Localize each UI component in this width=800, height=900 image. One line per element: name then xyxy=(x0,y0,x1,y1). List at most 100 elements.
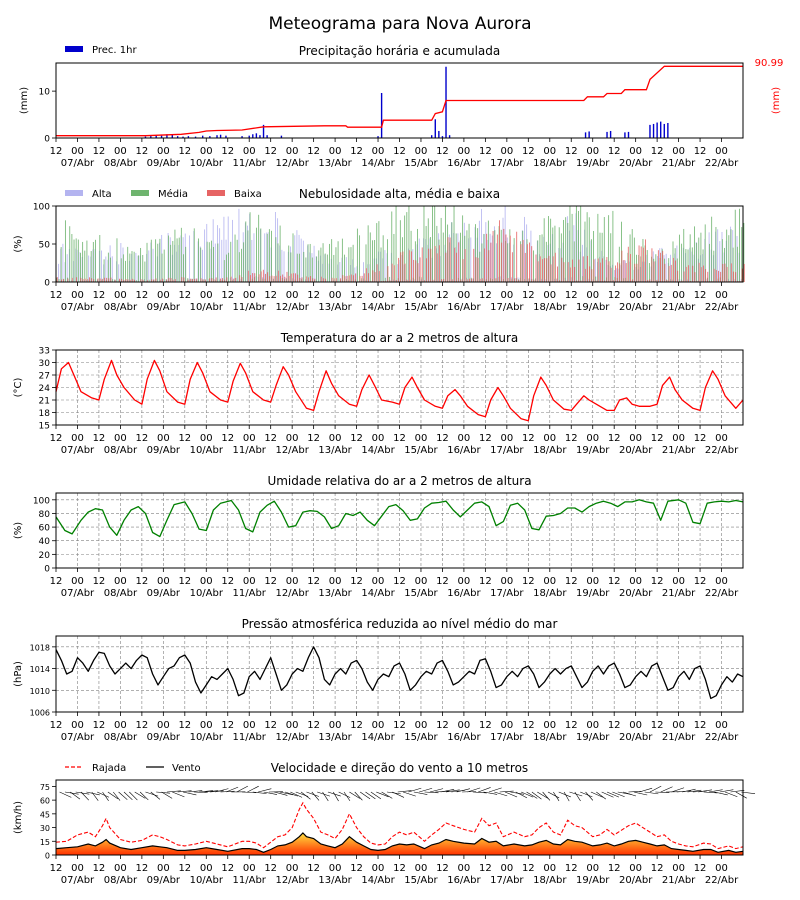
cloud-bar-baixa xyxy=(722,263,724,282)
cloud-bar-média xyxy=(193,228,195,282)
x-tick-label: 00 xyxy=(71,576,84,587)
cloud-bar-baixa xyxy=(567,262,569,282)
wind-direction-arrow xyxy=(274,791,288,796)
x-tick-label: 12 xyxy=(50,433,63,444)
wind-direction-arrow xyxy=(150,791,161,800)
x-tick-label: 12 xyxy=(136,863,149,874)
cloud-bar-média xyxy=(116,238,118,282)
cloud-bar-média xyxy=(513,238,515,282)
x-tick-label: 12 xyxy=(565,146,578,157)
x-tick-label: 00 xyxy=(243,863,256,874)
cloud-bar-baixa xyxy=(694,272,696,282)
cloud-bar-média xyxy=(721,239,723,282)
cloud-bar-baixa xyxy=(698,262,700,282)
day-label: 10/Abr xyxy=(190,588,224,599)
cloud-bar-média xyxy=(374,240,376,282)
cloud-bar-baixa xyxy=(119,278,120,282)
cloud-bar-baixa xyxy=(365,268,367,282)
x-tick-label: 12 xyxy=(264,146,277,157)
cloud-bar-baixa xyxy=(578,259,580,282)
cloud-bar-média xyxy=(236,239,238,282)
cloud-bar-alta xyxy=(345,257,347,282)
cloud-bar-baixa xyxy=(718,270,719,282)
cloud-bar-baixa xyxy=(183,277,185,282)
x-tick-label: 00 xyxy=(458,863,471,874)
cloud-bar-média xyxy=(180,227,182,282)
day-label: 22/Abr xyxy=(705,588,739,599)
cloud-bar-média xyxy=(646,250,648,282)
cloud-bar-baixa xyxy=(387,266,389,282)
cloud-bar-média xyxy=(371,240,373,282)
x-tick-label: 00 xyxy=(329,290,342,301)
x-tick-label: 00 xyxy=(543,576,556,587)
day-label: 09/Abr xyxy=(147,445,181,456)
cloud-bar-média xyxy=(198,238,199,282)
wind-direction-arrow xyxy=(145,791,159,797)
x-tick-label: 12 xyxy=(479,863,492,874)
cloud-bar-baixa xyxy=(404,263,406,282)
cloud-bar-média xyxy=(228,252,230,282)
cloud-bar-baixa xyxy=(664,263,666,282)
cloud-bar-média xyxy=(567,222,569,282)
cloud-bar-média xyxy=(183,254,184,282)
cloud-bar-média xyxy=(608,215,610,282)
wind-direction-arrow xyxy=(381,791,393,799)
wind-direction-arrow xyxy=(408,787,422,793)
cloud-bar-média xyxy=(333,254,335,282)
day-label: 08/Abr xyxy=(104,445,138,456)
x-tick-label: 12 xyxy=(608,433,621,444)
precip-bar xyxy=(160,135,163,138)
cloud-bar-baixa xyxy=(323,278,324,282)
x-tick-label: 12 xyxy=(651,576,664,587)
x-tick-label: 00 xyxy=(114,576,127,587)
cloud-bar-média xyxy=(700,232,702,282)
cloud-bar-baixa xyxy=(636,263,638,282)
cloud-bar-baixa xyxy=(273,276,275,282)
x-tick-label: 00 xyxy=(586,863,599,874)
cloud-bar-baixa xyxy=(561,257,563,282)
cloud-bar-baixa xyxy=(219,278,221,282)
cloud-bar-baixa xyxy=(346,275,348,282)
cloud-bar-média xyxy=(595,276,597,282)
precip-bar xyxy=(380,93,383,138)
wind-direction-arrow xyxy=(161,791,173,799)
cloud-bar-alta xyxy=(457,233,459,282)
x-tick-label: 12 xyxy=(522,433,535,444)
cloud-bar-média xyxy=(260,228,262,282)
x-tick-label: 00 xyxy=(629,290,642,301)
cloud-bar-média xyxy=(440,217,442,282)
cloud-bar-média xyxy=(691,247,693,282)
cloud-bar-baixa xyxy=(359,275,361,282)
cloud-bar-baixa xyxy=(421,247,423,282)
cloud-bar-baixa xyxy=(733,271,734,282)
cloud-bar-média xyxy=(316,256,318,282)
y-tick-label: 60 xyxy=(40,797,50,806)
cloud-bar-média xyxy=(326,254,328,282)
x-tick-label: 12 xyxy=(479,576,492,587)
cloud-bar-baixa xyxy=(155,278,157,282)
cloud-bar-baixa xyxy=(411,251,412,282)
cloud-bar-baixa xyxy=(696,280,698,282)
x-tick-label: 12 xyxy=(307,720,320,731)
cloud-bar-baixa xyxy=(99,278,101,282)
wind-direction-arrow xyxy=(80,791,89,801)
y-axis-label: (km/h) xyxy=(13,801,24,834)
x-tick-label: 12 xyxy=(565,290,578,301)
cloud-bar-baixa xyxy=(314,278,316,282)
x-tick-label: 12 xyxy=(221,720,234,731)
cloud-bar-baixa xyxy=(662,250,664,282)
cloud-bar-média xyxy=(404,215,406,282)
wind-direction-arrow xyxy=(504,791,518,798)
cloud-bar-baixa xyxy=(166,279,168,282)
y-tick-label: 10 xyxy=(39,88,51,98)
cloud-bar-alta xyxy=(670,254,671,282)
cloud-bar-baixa xyxy=(548,255,550,282)
wind-direction-arrow xyxy=(542,791,551,801)
cloud-bar-baixa xyxy=(271,275,273,282)
cloud-bar-baixa xyxy=(114,279,116,282)
day-label: 07/Abr xyxy=(61,302,95,313)
cloud-bar-baixa xyxy=(739,280,741,282)
cloud-bar-baixa xyxy=(393,265,395,282)
cloud-bar-média xyxy=(597,213,599,282)
wind-direction-arrow xyxy=(284,791,298,797)
